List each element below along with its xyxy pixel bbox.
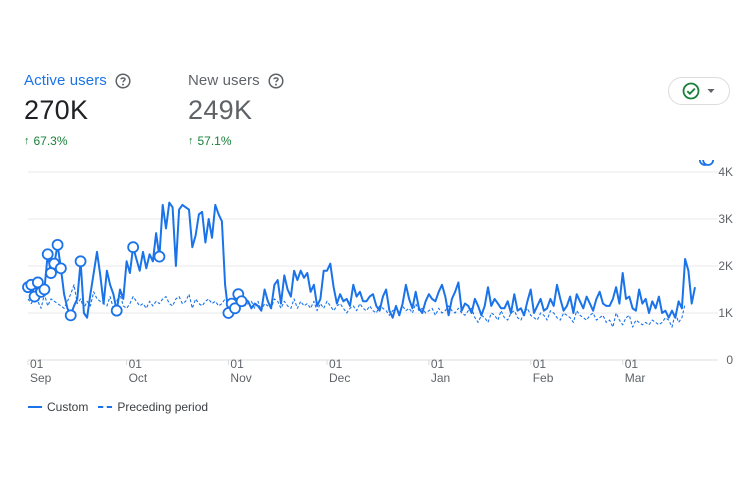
legend-item-custom[interactable]: Custom <box>28 400 88 414</box>
metric-new-users[interactable]: New users 249K ↑ 57.1% <box>188 72 284 148</box>
anomaly-marker[interactable] <box>153 250 166 263</box>
x-tick-day: 01 <box>129 357 143 371</box>
metric-active-users[interactable]: Active users 270K ↑ 67.3% <box>24 72 131 148</box>
anomaly-marker[interactable] <box>41 248 54 261</box>
legend-swatch-solid <box>28 406 42 408</box>
anomaly-marker[interactable] <box>54 262 67 275</box>
metric-change: ↑ 67.3% <box>24 134 131 148</box>
y-tick-label: 0 <box>726 353 733 367</box>
anomaly-marker[interactable] <box>229 302 241 315</box>
y-tick-label: 2K <box>718 259 733 273</box>
metric-value: 249K <box>188 95 253 125</box>
legend-swatch-dashed <box>98 406 113 408</box>
anomaly-marker[interactable] <box>235 295 248 308</box>
chart-legend: Custom Preceding period <box>28 400 218 414</box>
anomaly-marker[interactable] <box>64 309 77 322</box>
metric-label: Active users <box>24 72 107 89</box>
series-line-preceding-period <box>27 284 686 328</box>
anomaly-marker[interactable] <box>74 255 87 268</box>
x-tick-day: 01 <box>431 357 445 371</box>
metric-label: New users <box>188 72 260 89</box>
legend-item-preceding[interactable]: Preceding period <box>98 400 208 414</box>
x-tick-day: 01 <box>30 357 44 371</box>
caret-down-icon <box>707 89 715 93</box>
metric-value: 270K <box>24 95 89 125</box>
check-circle-icon <box>682 82 700 100</box>
y-axis-ticks: 0 1K 2K 3K 4K <box>718 165 733 367</box>
anomaly-marker[interactable] <box>110 304 123 317</box>
metric-change-value: 57.1% <box>197 134 232 148</box>
y-tick-label: 3K <box>718 212 733 226</box>
chart-markers <box>22 160 715 322</box>
chart-grid <box>28 171 718 361</box>
series-line-custom <box>27 201 696 319</box>
y-tick-label: 4K <box>718 165 733 179</box>
x-tick-day: 01 <box>329 357 343 371</box>
x-tick-month: Sep <box>30 371 52 385</box>
help-circle-icon[interactable] <box>268 72 284 89</box>
anomaly-marker[interactable] <box>38 283 51 296</box>
anomaly-marker[interactable] <box>45 267 57 279</box>
x-tick-month: Oct <box>129 371 148 385</box>
anomaly-marker[interactable] <box>702 160 715 166</box>
chart-series <box>27 201 696 328</box>
arrow-up-icon: ↑ <box>188 135 194 147</box>
legend-label: Custom <box>47 400 89 414</box>
x-tick-day: 01 <box>230 357 244 371</box>
x-tick-month: Mar <box>625 371 646 385</box>
anomaly-marker[interactable] <box>51 238 64 251</box>
legend-label: Preceding period <box>117 400 209 414</box>
help-circle-icon[interactable] <box>115 72 131 89</box>
x-tick-month: Dec <box>329 371 350 385</box>
x-tick-month: Nov <box>230 371 251 385</box>
compare-dropdown-button[interactable] <box>668 77 730 105</box>
x-tick-month: Feb <box>533 371 554 385</box>
x-tick-day: 01 <box>625 357 639 371</box>
y-tick-label: 1K <box>718 306 733 320</box>
x-tick-month: Jan <box>431 371 450 385</box>
arrow-up-icon: ↑ <box>24 135 30 147</box>
x-tick-day: 01 <box>533 357 547 371</box>
anomaly-marker[interactable] <box>127 241 140 254</box>
metric-change: ↑ 57.1% <box>188 134 284 148</box>
metric-change-value: 67.3% <box>33 134 68 148</box>
